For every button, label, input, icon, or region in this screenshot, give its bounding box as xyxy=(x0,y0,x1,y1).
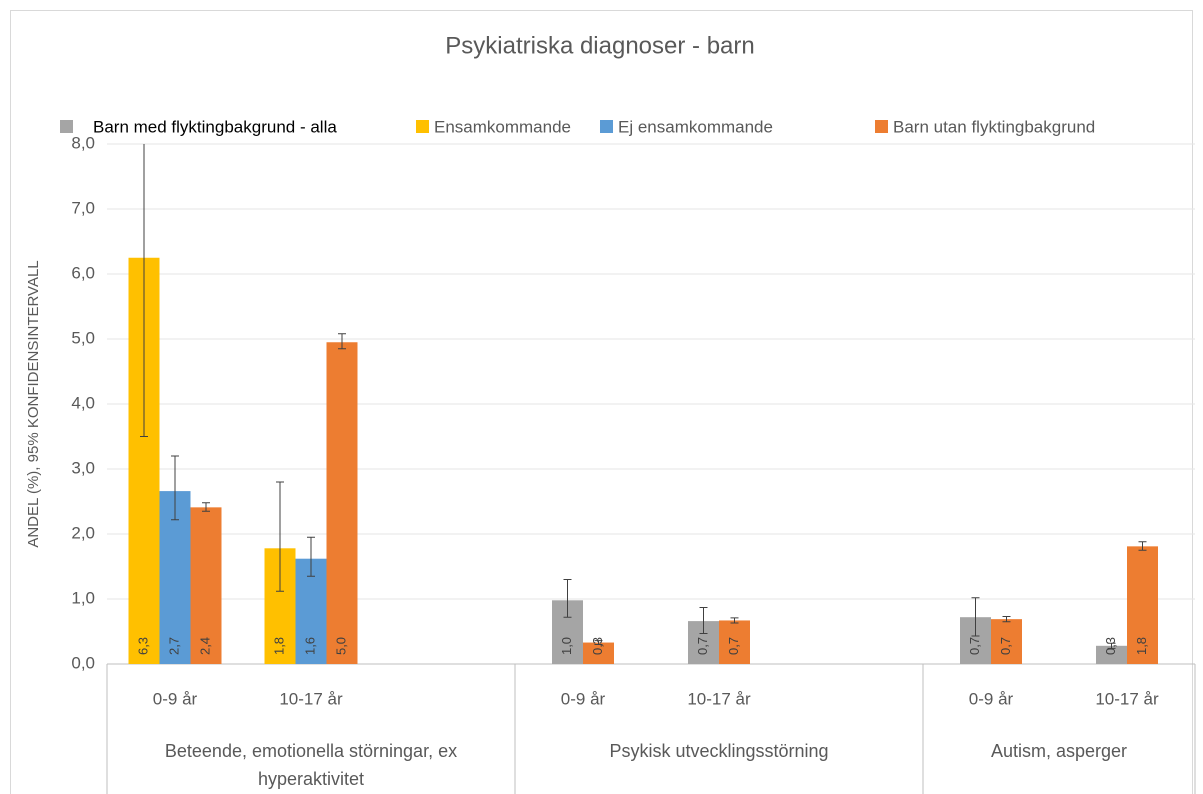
y-tick-label: 8,0 xyxy=(71,133,95,152)
bar xyxy=(583,642,614,664)
legend-swatch xyxy=(60,120,73,133)
data-label: 1,0 xyxy=(559,637,574,655)
error-bar xyxy=(1138,541,1147,551)
error-bar xyxy=(307,536,315,577)
data-label: 1,6 xyxy=(302,637,317,655)
y-tick-label: 4,0 xyxy=(71,393,95,412)
legend-label: Barn med flyktingbakgrund - alla xyxy=(93,117,337,136)
legend-label: Ensamkommande xyxy=(434,117,571,136)
error-bar xyxy=(971,597,980,637)
legend-swatch xyxy=(600,120,613,133)
bar xyxy=(991,619,1022,664)
y-tick-label: 6,0 xyxy=(71,263,95,282)
error-bar xyxy=(594,640,603,645)
legend-label: Barn utan flyktingbakgrund xyxy=(893,117,1095,136)
y-tick-label: 2,0 xyxy=(71,523,95,542)
error-bar xyxy=(276,481,284,592)
x-tick-label: 10-17 år xyxy=(1095,689,1159,708)
data-label: 0,7 xyxy=(967,637,982,655)
data-label: 0,7 xyxy=(726,637,741,655)
group-label: Autism, asperger xyxy=(990,741,1128,761)
error-bar xyxy=(730,617,739,624)
data-label: 0,7 xyxy=(695,637,710,655)
plot xyxy=(128,144,1158,664)
data-label: 1,8 xyxy=(271,637,286,655)
x-tick-label: 10-17 år xyxy=(687,689,751,708)
bar xyxy=(1127,546,1158,664)
x-tick-label: 0-9 år xyxy=(969,689,1014,708)
bar xyxy=(1096,645,1127,664)
y-axis-label: ANDEL (%), 95% KONFIDENSINTERVALL xyxy=(25,260,42,547)
y-tick-label: 7,0 xyxy=(71,198,95,217)
x-tick-label: 0-9 år xyxy=(561,689,606,708)
error-bar xyxy=(140,144,148,437)
legend-label: Ej ensamkommande xyxy=(618,117,773,136)
error-bar xyxy=(699,606,708,634)
data-label: 6,3 xyxy=(135,637,150,655)
x-tick-label: 10-17 år xyxy=(279,689,343,708)
x-tick-label: 0-9 år xyxy=(153,689,198,708)
bar xyxy=(190,507,222,664)
error-bar xyxy=(563,579,572,618)
group-label: Psykisk utvecklingsstörning xyxy=(609,741,829,761)
chart-border xyxy=(10,10,1193,794)
error-bar xyxy=(171,455,179,521)
error-bar xyxy=(1002,616,1011,623)
y-tick-label: 3,0 xyxy=(71,458,95,477)
error-bar xyxy=(1107,642,1116,649)
data-label: 2,7 xyxy=(166,637,181,655)
y-tick-label: 5,0 xyxy=(71,328,95,347)
legend-swatch xyxy=(875,120,888,133)
bar xyxy=(719,620,750,664)
data-label: 1,8 xyxy=(1134,637,1149,655)
error-bar xyxy=(202,502,210,512)
y-tick-label: 0,0 xyxy=(71,653,95,672)
data-label: 2,4 xyxy=(197,637,212,655)
bar xyxy=(326,342,358,664)
y-tick-label: 1,0 xyxy=(71,588,95,607)
data-label: 0,7 xyxy=(998,637,1013,655)
chart-title: Psykiatriska diagnoser - barn xyxy=(445,32,754,59)
data-label: 0,3 xyxy=(1103,637,1118,655)
data-label: 5,0 xyxy=(333,637,348,655)
data-label: 0,3 xyxy=(590,637,605,655)
error-bar xyxy=(338,333,346,350)
group-label: Beteende, emotionella störningar, ex hyp… xyxy=(164,741,458,789)
legend-swatch xyxy=(416,120,429,133)
